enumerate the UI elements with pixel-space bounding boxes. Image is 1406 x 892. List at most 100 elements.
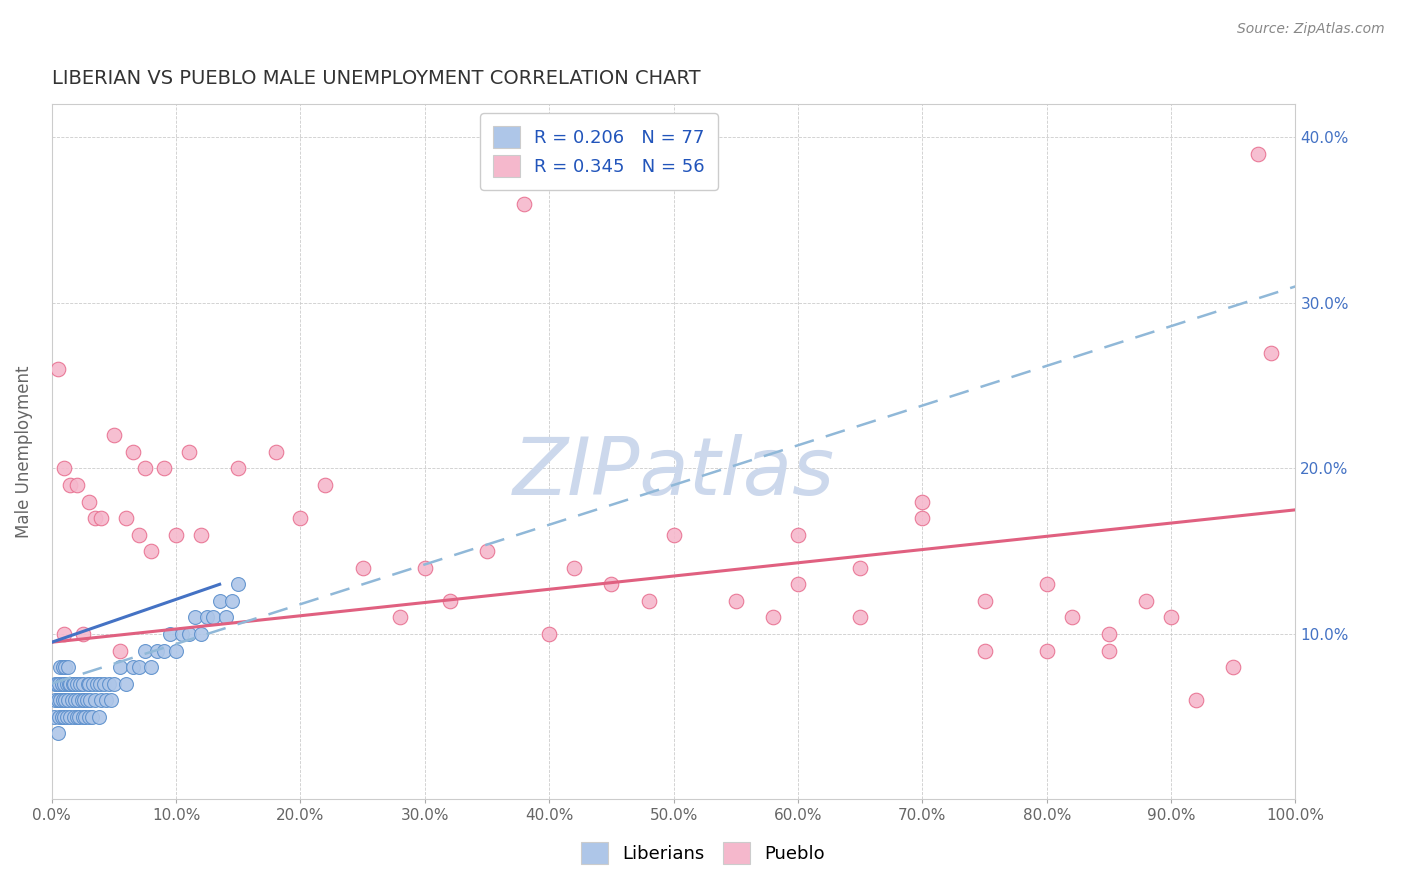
Point bbox=[86, 676, 108, 690]
Point bbox=[69, 676, 91, 690]
Point bbox=[172, 627, 194, 641]
Point bbox=[46, 726, 69, 740]
Point bbox=[1035, 643, 1057, 657]
Point bbox=[121, 660, 143, 674]
Point bbox=[413, 560, 436, 574]
Point bbox=[165, 527, 187, 541]
Point bbox=[65, 709, 87, 723]
Point bbox=[90, 693, 112, 707]
Point bbox=[103, 676, 125, 690]
Point bbox=[59, 478, 82, 492]
Point bbox=[662, 527, 685, 541]
Point bbox=[55, 676, 77, 690]
Point bbox=[72, 627, 94, 641]
Point bbox=[108, 660, 131, 674]
Point bbox=[637, 594, 659, 608]
Point bbox=[1035, 577, 1057, 591]
Point bbox=[787, 577, 810, 591]
Point bbox=[724, 594, 747, 608]
Point bbox=[46, 693, 69, 707]
Point bbox=[45, 676, 67, 690]
Point bbox=[762, 610, 785, 624]
Point bbox=[53, 676, 76, 690]
Point bbox=[128, 660, 150, 674]
Point bbox=[215, 610, 238, 624]
Point bbox=[388, 610, 411, 624]
Point bbox=[1247, 147, 1270, 161]
Point bbox=[44, 709, 66, 723]
Point bbox=[65, 693, 87, 707]
Point bbox=[115, 511, 138, 525]
Point bbox=[90, 511, 112, 525]
Point bbox=[226, 461, 249, 475]
Point bbox=[190, 627, 212, 641]
Point bbox=[152, 461, 174, 475]
Point bbox=[82, 676, 104, 690]
Point bbox=[1160, 610, 1182, 624]
Point bbox=[59, 676, 82, 690]
Point bbox=[911, 511, 934, 525]
Point bbox=[58, 676, 80, 690]
Point bbox=[72, 709, 94, 723]
Point bbox=[66, 693, 89, 707]
Point bbox=[1222, 660, 1244, 674]
Point bbox=[77, 494, 100, 508]
Point bbox=[141, 660, 163, 674]
Point bbox=[911, 494, 934, 508]
Point bbox=[128, 527, 150, 541]
Point bbox=[96, 693, 118, 707]
Point bbox=[221, 594, 243, 608]
Point bbox=[849, 560, 872, 574]
Point bbox=[49, 660, 72, 674]
Point bbox=[108, 643, 131, 657]
Point bbox=[600, 577, 623, 591]
Point bbox=[562, 560, 585, 574]
Point bbox=[439, 594, 461, 608]
Point bbox=[44, 693, 66, 707]
Point bbox=[49, 693, 72, 707]
Point bbox=[48, 709, 70, 723]
Point bbox=[79, 693, 101, 707]
Point bbox=[63, 676, 86, 690]
Point bbox=[141, 544, 163, 558]
Point bbox=[53, 627, 76, 641]
Point bbox=[352, 560, 374, 574]
Point bbox=[290, 511, 312, 525]
Point bbox=[134, 643, 156, 657]
Point bbox=[46, 362, 69, 376]
Point bbox=[100, 693, 122, 707]
Point bbox=[52, 693, 75, 707]
Point bbox=[56, 693, 79, 707]
Point bbox=[226, 577, 249, 591]
Y-axis label: Male Unemployment: Male Unemployment bbox=[15, 366, 32, 538]
Point bbox=[51, 709, 73, 723]
Point bbox=[72, 676, 94, 690]
Point bbox=[77, 709, 100, 723]
Point bbox=[190, 527, 212, 541]
Point bbox=[56, 660, 79, 674]
Point bbox=[80, 709, 103, 723]
Point bbox=[1060, 610, 1083, 624]
Point bbox=[65, 676, 87, 690]
Point bbox=[184, 610, 207, 624]
Point bbox=[134, 461, 156, 475]
Point bbox=[55, 660, 77, 674]
Point bbox=[1098, 643, 1121, 657]
Point bbox=[1260, 345, 1282, 359]
Point bbox=[103, 428, 125, 442]
Text: Source: ZipAtlas.com: Source: ZipAtlas.com bbox=[1237, 22, 1385, 37]
Point bbox=[152, 643, 174, 657]
Point bbox=[53, 709, 76, 723]
Point bbox=[76, 693, 98, 707]
Point bbox=[55, 709, 77, 723]
Point bbox=[65, 478, 87, 492]
Point bbox=[62, 676, 84, 690]
Point bbox=[76, 676, 98, 690]
Text: LIBERIAN VS PUEBLO MALE UNEMPLOYMENT CORRELATION CHART: LIBERIAN VS PUEBLO MALE UNEMPLOYMENT COR… bbox=[52, 69, 700, 87]
Point bbox=[115, 676, 138, 690]
Point bbox=[202, 610, 225, 624]
Point bbox=[70, 693, 93, 707]
Text: ZIPatlas: ZIPatlas bbox=[513, 434, 835, 512]
Point bbox=[849, 610, 872, 624]
Point bbox=[59, 709, 82, 723]
